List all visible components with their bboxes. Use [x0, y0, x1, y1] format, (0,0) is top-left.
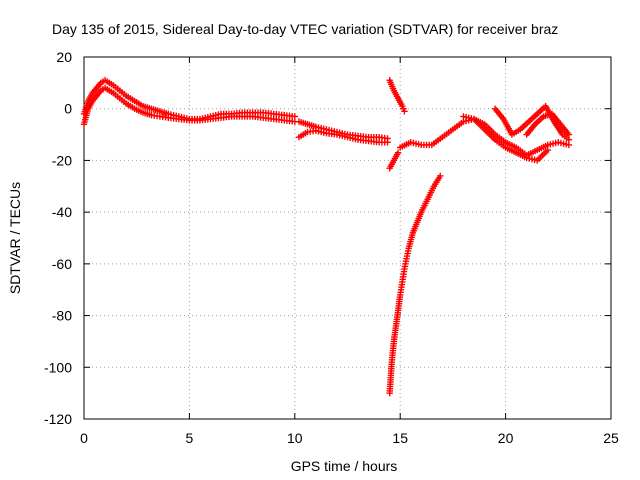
data-point	[544, 146, 551, 154]
data-markers	[80, 77, 573, 397]
chart-title: Day 135 of 2015, Sidereal Day-to-day VTE…	[52, 21, 558, 37]
y-tick-labels: 20 0 -20 -40 -60 -80 -100 -120	[44, 49, 72, 427]
data-point	[384, 139, 391, 146]
x-tick-labels: 0 5 10 15 20 25	[80, 430, 619, 446]
y-tick-label: -80	[52, 308, 72, 324]
x-tick-label: 25	[603, 430, 619, 446]
data-point	[565, 131, 573, 138]
y-tick-label: -20	[52, 152, 72, 168]
x-axis-label: GPS time / hours	[291, 458, 398, 474]
axis-ticks	[83, 56, 612, 420]
data-point	[437, 172, 444, 180]
y-tick-label: -60	[52, 256, 72, 272]
y-tick-label: -100	[44, 359, 72, 375]
x-tick-label: 5	[186, 430, 194, 446]
y-tick-label: -40	[52, 204, 72, 220]
y-tick-label: 20	[56, 49, 72, 65]
y-tick-label: -120	[44, 411, 72, 427]
x-tick-label: 0	[80, 430, 88, 446]
y-axis-label: SDTVAR / TECUs	[7, 182, 23, 294]
data-point	[394, 149, 402, 156]
x-tick-label: 10	[287, 430, 303, 446]
y-tick-label: 0	[64, 101, 72, 117]
data-point	[401, 108, 408, 115]
x-tick-label: 20	[498, 430, 514, 446]
plot-frame	[83, 56, 612, 420]
x-tick-label: 15	[392, 430, 408, 446]
